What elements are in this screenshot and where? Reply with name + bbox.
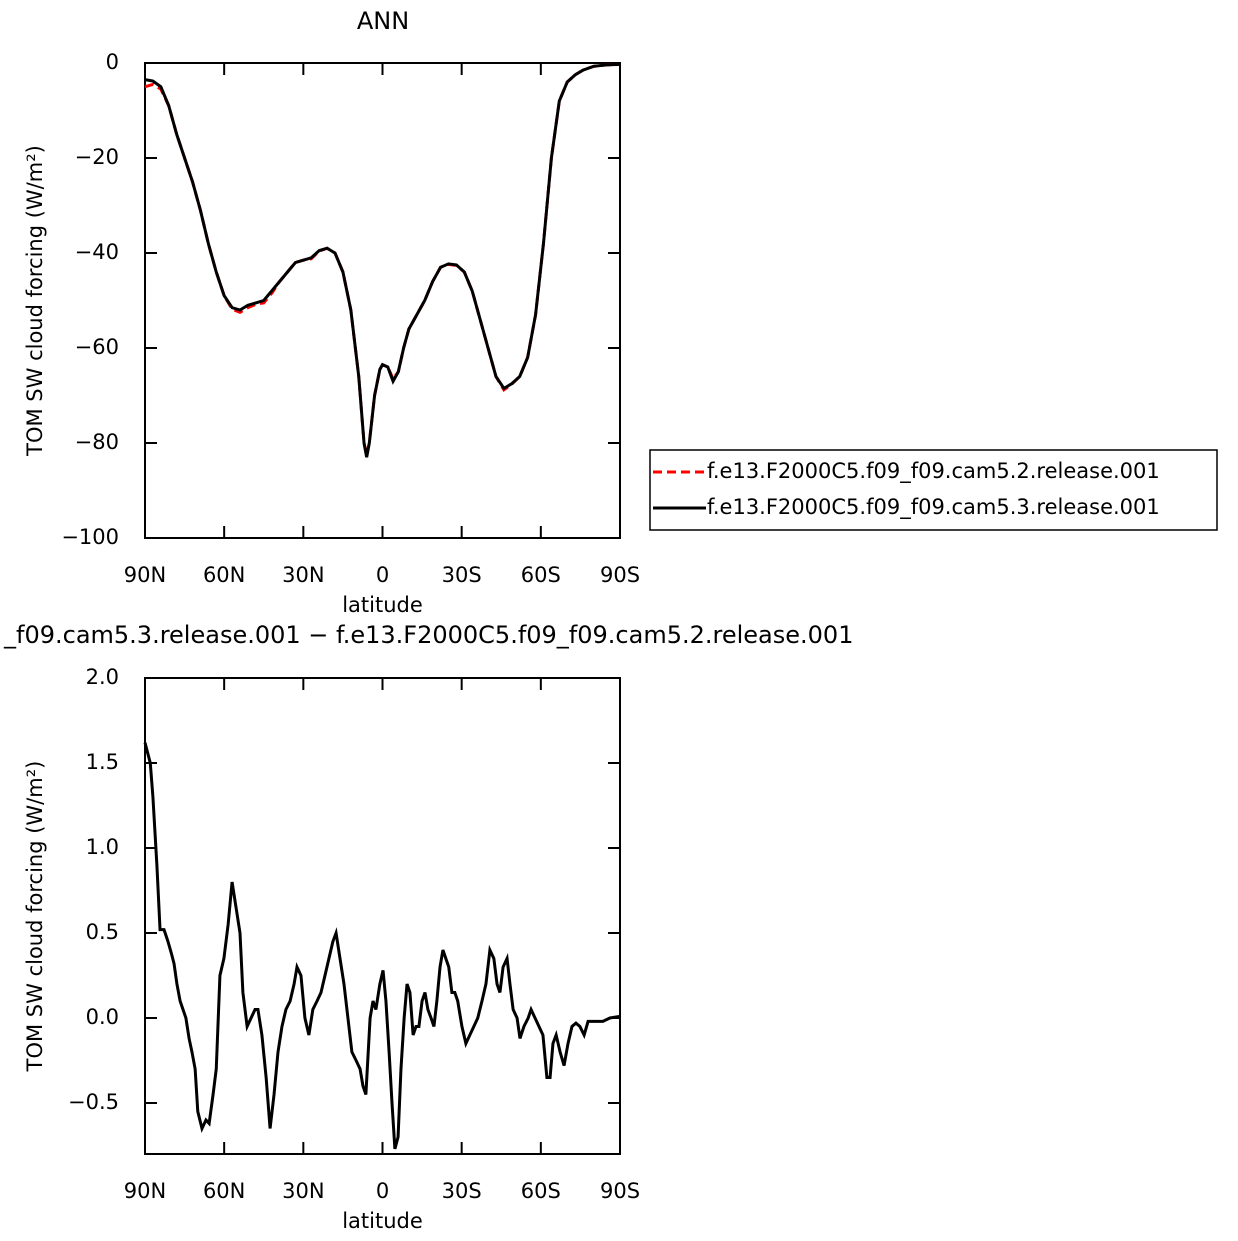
chart-title: _f09.cam5.3.release.001 − f.e13.F2000C5.…: [3, 621, 853, 649]
y-tick-label: 0.5: [86, 920, 119, 944]
x-tick-label: 30S: [442, 563, 482, 587]
data-line: [144, 62, 621, 456]
y-tick-label: −60: [75, 335, 119, 359]
y-tick-label: −20: [75, 145, 119, 169]
x-tick-label: 30N: [282, 563, 324, 587]
x-tick-label: 60S: [521, 1179, 561, 1203]
y-axis-label: TOM SW cloud forcing (W/m²): [23, 761, 47, 1073]
chart-title: ANN: [357, 7, 409, 35]
x-tick-label: 60S: [521, 563, 561, 587]
x-axis-label: latitude: [342, 593, 423, 617]
x-tick-label: 90N: [124, 563, 166, 587]
y-tick-label: 0.0: [86, 1005, 119, 1029]
x-tick-label: 90S: [600, 1179, 640, 1203]
legend-label: f.e13.F2000C5.f09_f09.cam5.2.release.001: [707, 459, 1160, 484]
y-tick-label: −40: [75, 240, 119, 264]
plot-frame: [144, 62, 621, 539]
data-line: [144, 62, 621, 458]
y-tick-label: 0: [106, 50, 119, 74]
y-tick-label: −80: [75, 430, 119, 454]
x-tick-label: 30S: [442, 1179, 482, 1203]
y-axis-label: TOM SW cloud forcing (W/m²): [23, 145, 47, 457]
legend-label: f.e13.F2000C5.f09_f09.cam5.3.release.001: [707, 495, 1160, 520]
data-line: [143, 742, 621, 1150]
x-tick-label: 90S: [600, 563, 640, 587]
y-tick-label: 1.0: [86, 835, 119, 859]
x-tick-label: 0: [376, 1179, 389, 1203]
x-tick-label: 0: [376, 563, 389, 587]
y-tick-label: 2.0: [86, 665, 119, 689]
x-tick-label: 30N: [282, 1179, 324, 1203]
x-tick-label: 60N: [203, 563, 245, 587]
y-tick-label: −100: [61, 525, 119, 549]
x-tick-label: 90N: [124, 1179, 166, 1203]
plot-frame: [144, 677, 621, 1155]
legend-box: [649, 449, 1218, 531]
x-tick-label: 60N: [203, 1179, 245, 1203]
y-tick-label: 1.5: [86, 750, 119, 774]
x-axis-label: latitude: [342, 1209, 423, 1233]
y-tick-label: −0.5: [68, 1090, 119, 1114]
